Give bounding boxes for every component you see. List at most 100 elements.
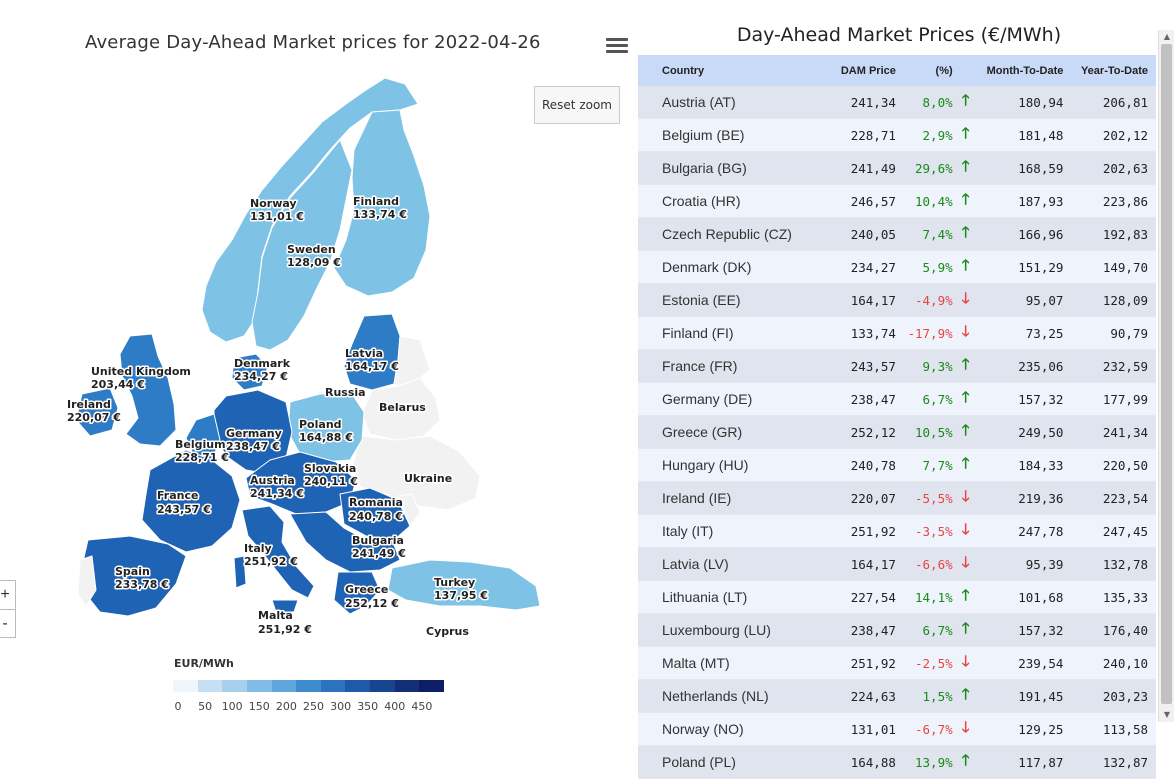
region-poland[interactable] [287, 393, 365, 463]
arrow-up-icon: 🡑 [953, 250, 978, 284]
cell-country: Italy (IT) [638, 514, 809, 548]
cell-pct: 8,0% [896, 86, 954, 119]
region-baltics[interactable] [343, 313, 401, 391]
header-year-to-date[interactable]: Year-To-Date [1067, 55, 1156, 86]
region-ukraine [351, 435, 481, 511]
cell-month-to-date: 191,45 [977, 679, 1068, 713]
table-body: Austria (AT) 241,34 8,0% 🡑 180,94 206,81 Belgi… [638, 86, 1156, 779]
region-france[interactable] [141, 449, 241, 553]
cell-dam-price: 164,88 [808, 745, 897, 779]
scroll-up-arrow-icon[interactable]: ▲ [1163, 32, 1171, 41]
arrow-up-icon: 🡑 [961, 453, 970, 472]
region-uk[interactable] [119, 333, 177, 447]
label-sweden-name: Sweden [287, 243, 336, 256]
arrow-up-icon: 🡑 [961, 387, 970, 406]
table-row: Malta (MT) 251,92 -2,5% 🡓 239,54 240,10 [638, 646, 1156, 680]
scrollbar-thumb[interactable] [1161, 44, 1172, 704]
label-greece-value: 252,12 € [345, 597, 399, 610]
cell-pct: 10,4% [896, 184, 954, 218]
region-denmark[interactable] [231, 353, 269, 391]
label-spain-name: Spain [115, 565, 150, 578]
region-norway[interactable] [201, 77, 419, 343]
zoom-in-button[interactable]: + [0, 581, 15, 610]
zoom-out-button[interactable]: - [2, 615, 8, 632]
legend-color-step [197, 680, 223, 692]
cell-month-to-date: 101,68 [977, 580, 1068, 614]
arrow-up-icon: 🡑 [961, 156, 970, 175]
region-greece[interactable] [333, 571, 381, 615]
label-uk-name: United Kingdom [91, 365, 191, 378]
cell-year-to-date: 223,86 [1067, 184, 1156, 218]
label-germany-value: 238,47 € [226, 440, 280, 453]
cell-dam-price: 133,74 [808, 316, 897, 350]
cell-year-to-date: 128,09 [1067, 283, 1156, 317]
cell-pct: 7,7% [896, 448, 954, 482]
table-row: Czech Republic (CZ) 240,05 7,4% 🡑 166,96 192,… [638, 217, 1156, 251]
table-row: Austria (AT) 241,34 8,0% 🡑 180,94 206,81 [638, 86, 1156, 119]
region-turkey[interactable] [387, 559, 541, 611]
cell-month-to-date: 168,59 [977, 151, 1068, 185]
header-month-to-date[interactable]: Month-To-Date [977, 55, 1068, 86]
cell-pct: 2,9% [896, 118, 954, 152]
arrow-up-icon: 🡑 [961, 750, 970, 769]
region-finland[interactable] [333, 109, 431, 297]
region-ireland[interactable] [75, 387, 119, 437]
arrow-up-icon: 🡑 [953, 86, 978, 119]
cell-pct: 10,5% [896, 415, 954, 449]
legend-color-step [345, 680, 371, 692]
label-cyprus-name: Cyprus [426, 625, 469, 638]
reset-zoom-button[interactable]: Reset zoom [534, 86, 620, 124]
cell-year-to-date: 113,58 [1067, 712, 1156, 746]
region-sweden[interactable] [251, 139, 353, 351]
arrow-down-icon: 🡓 [961, 486, 970, 505]
cell-pct: 13,9% [896, 745, 954, 779]
legend-color-step [296, 680, 321, 692]
cell-country: Germany (DE) [638, 382, 809, 416]
label-finland-name: Finland [353, 195, 399, 208]
cell-year-to-date: 206,81 [1067, 86, 1156, 119]
region-sicily[interactable] [271, 599, 299, 613]
europe-map: Norway 131,01 € Finland 133,74 € Sweden … [66, 77, 541, 640]
prices-table: Country DAM Price (%) Month-To-Date Year… [638, 55, 1156, 779]
label-belarus-name: Belarus [379, 401, 426, 414]
table-row: Croatia (HR) 246,57 10,4% 🡑 187,93 223,86 [638, 184, 1156, 218]
region-romania[interactable] [339, 487, 411, 541]
header-pct[interactable]: (%) [896, 55, 954, 86]
legend-title: EUR/MWh [174, 657, 234, 670]
header-country[interactable]: Country [638, 55, 809, 86]
legend-tick-label: 0 [174, 700, 182, 713]
label-france-value: 243,57 € [157, 503, 211, 516]
cell-month-to-date: 157,32 [977, 382, 1068, 416]
table-row: Italy (IT) 251,92 -3,5% 🡓 247,78 247,45 [638, 514, 1156, 548]
table-title: Day-Ahead Market Prices (€/MWh) [736, 24, 1062, 46]
region-sardinia[interactable] [233, 555, 247, 589]
label-poland-name: Poland [299, 418, 342, 431]
region-balkans[interactable] [289, 511, 401, 573]
arrow-down-icon: 🡓 [961, 717, 970, 736]
region-portugal [77, 555, 97, 607]
arrow-up-icon: 🡑 [953, 184, 978, 218]
arrow-up-icon: 🡑 [953, 448, 978, 482]
cell-country: Greece (GR) [638, 415, 809, 449]
cell-month-to-date: 187,93 [977, 184, 1068, 218]
region-italy[interactable] [241, 505, 315, 599]
legend-color-step [173, 680, 198, 692]
legend-tick-label: 200 [275, 700, 297, 713]
label-germany-name: Germany [226, 427, 282, 440]
header-dam-price[interactable]: DAM Price [808, 55, 897, 86]
cell-pct: 6,7% [896, 382, 954, 416]
table-header-row: Country DAM Price (%) Month-To-Date Year… [638, 55, 1156, 86]
scroll-down-arrow-icon[interactable]: ▼ [1163, 710, 1171, 719]
cell-country: Hungary (HU) [638, 448, 809, 482]
arrow-up-icon: 🡑 [953, 217, 978, 251]
cell-country: Austria (AT) [638, 86, 809, 119]
vertical-scrollbar[interactable]: ▲ ▼ [1158, 30, 1174, 722]
label-russia-name: Russia [325, 386, 366, 399]
arrow-up-icon: 🡑 [961, 222, 970, 241]
cell-month-to-date: 219,36 [977, 481, 1068, 515]
arrow-up-icon: 🡑 [961, 585, 970, 604]
table-row: Belgium (BE) 228,71 2,9% 🡑 181,48 202,12 [638, 118, 1156, 152]
arrow-down-icon: 🡓 [953, 547, 978, 581]
chart-menu-button[interactable] [606, 38, 628, 56]
arrow-down-icon: 🡓 [953, 712, 978, 746]
